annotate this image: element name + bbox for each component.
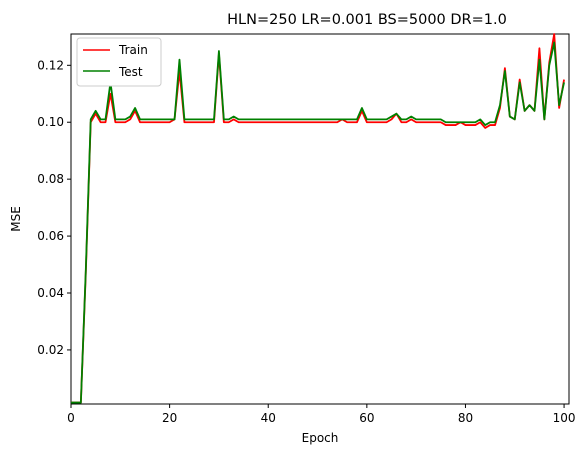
x-tick-label: 20 — [162, 411, 177, 425]
x-tick-label: 40 — [261, 411, 276, 425]
y-tick-label: 0.02 — [37, 343, 64, 357]
y-tick-label: 0.10 — [37, 115, 64, 129]
x-axis-ticks: 0 20 40 60 80 100 — [67, 404, 576, 425]
series-line-test — [71, 41, 565, 404]
y-tick-label: 0.06 — [37, 229, 64, 243]
chart-title: HLN=250 LR=0.001 BS=5000 DR=1.0 — [227, 12, 507, 28]
plot-frame — [70, 33, 570, 405]
legend: Train Test — [76, 37, 162, 87]
legend-label-test: Test — [118, 65, 143, 79]
y-tick-label: 0.12 — [37, 58, 64, 72]
x-tick-label: 100 — [553, 411, 576, 425]
x-axis-label: Epoch — [302, 431, 339, 445]
y-axis-label: MSE — [9, 206, 23, 232]
x-tick-label: 0 — [67, 411, 75, 425]
y-tick-label: 0.04 — [37, 286, 64, 300]
legend-label-train: Train — [118, 43, 148, 57]
x-tick-label: 60 — [359, 411, 374, 425]
x-tick-label: 80 — [458, 411, 473, 425]
series-layer — [71, 33, 565, 404]
plot-area — [70, 33, 570, 405]
y-tick-label: 0.08 — [37, 172, 64, 186]
series-line-train — [71, 33, 565, 404]
y-axis-ticks: 0.02 0.04 0.06 0.08 0.10 0.12 — [37, 58, 71, 357]
